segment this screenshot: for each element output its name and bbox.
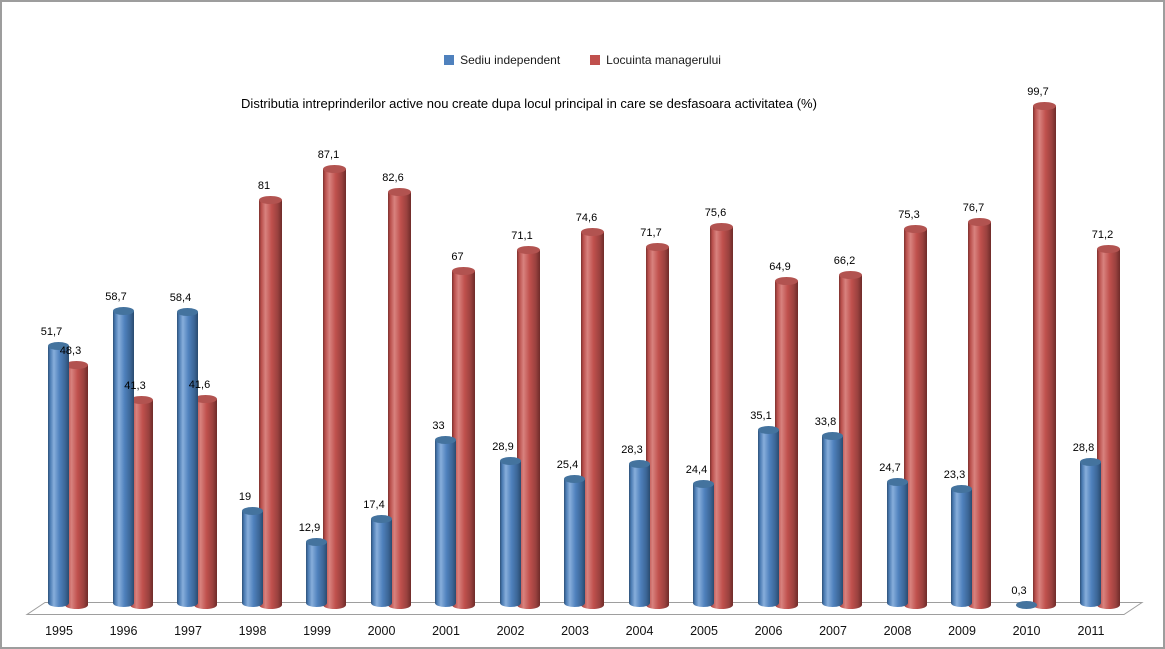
data-label-sediu-independent-2003: 25,4: [556, 458, 579, 471]
bar-sediu-independent-2001: [435, 436, 456, 607]
data-label-sediu-independent-2005: 24,4: [685, 463, 708, 476]
data-label-locuinta-managerului-2005: 75,6: [704, 207, 727, 220]
data-label-locuinta-managerului-1996: 41,3: [124, 380, 146, 393]
legend-swatch-sediu-independent: [444, 55, 455, 65]
x-axis-label-2009: 2009: [948, 624, 976, 638]
bar-locuinta-managerului-2001: [452, 266, 475, 609]
data-label-sediu-independent-1996: 58,7: [105, 290, 127, 303]
bar-locuinta-managerului-2005: [710, 223, 733, 609]
bar-sediu-independent-1995: [48, 341, 69, 607]
data-label-sediu-independent-2004: 28,3: [621, 444, 643, 457]
bar-locuinta-managerului-2011: [1097, 245, 1120, 609]
bar-locuinta-managerului-1997: [194, 394, 217, 609]
data-label-sediu-independent-1997: 58,4: [169, 292, 192, 305]
data-label-locuinta-managerului-1997: 41,6: [188, 378, 211, 391]
bar-sediu-independent-2004: [628, 460, 650, 607]
bar-locuinta-managerului-2007: [839, 270, 862, 609]
data-label-locuinta-managerului-2000: 82,6: [382, 171, 404, 184]
x-axis-label-1999: 1999: [303, 624, 331, 638]
data-label-locuinta-managerului-2009: 76,7: [962, 201, 985, 214]
bar-sediu-independent-2010: [1015, 602, 1037, 609]
x-axis-label-2004: 2004: [625, 624, 654, 638]
data-label-sediu-independent-2010: 0,3: [1011, 585, 1027, 598]
bar-locuinta-managerului-1996: [129, 396, 153, 609]
bar-sediu-independent-1996: [112, 306, 134, 607]
x-axis-label-2008: 2008: [883, 624, 912, 638]
bar-sediu-independent-2007: [822, 432, 843, 607]
data-label-locuinta-managerului-2001: 67: [451, 250, 464, 263]
data-label-locuinta-managerului-2007: 66,2: [833, 254, 856, 267]
bar-sediu-independent-2006: [757, 425, 779, 607]
bar-sediu-independent-2002: [499, 457, 521, 607]
bar-sediu-independent-1999: [306, 537, 327, 607]
data-label-sediu-independent-2006: 35,1: [750, 409, 772, 422]
x-axis-label-2005: 2005: [690, 624, 718, 638]
x-axis-label-2000: 2000: [367, 624, 396, 638]
bar-sediu-independent-1997: [177, 308, 198, 607]
x-axis-label-1997: 1997: [174, 624, 202, 638]
data-label-locuinta-managerului-2006: 64,9: [769, 261, 791, 274]
data-label-sediu-independent-1998: 19: [238, 491, 252, 504]
chart-title: Distributia intreprinderilor active nou …: [241, 96, 817, 111]
legend-item-locuinta-managerului: Locuinta managerului: [590, 53, 721, 67]
legend-label-sediu-independent: Sediu independent: [460, 53, 561, 67]
bar-sediu-independent-2011: [1080, 457, 1101, 607]
bar-sediu-independent-2009: [951, 485, 972, 607]
data-label-sediu-independent-1995: 51,7: [40, 325, 63, 338]
x-axis-label-2010: 2010: [1012, 624, 1041, 638]
data-label-sediu-independent-2008: 24,7: [879, 462, 901, 475]
bar-locuinta-managerului-2008: [903, 224, 927, 609]
bar-sediu-independent-2000: [370, 515, 392, 607]
legend-label-locuinta-managerului: Locuinta managerului: [606, 53, 721, 67]
data-label-locuinta-managerului-2008: 75,3: [898, 208, 920, 221]
data-label-sediu-independent-2009: 23,3: [943, 469, 966, 482]
x-axis-label-2003: 2003: [561, 624, 589, 638]
x-axis-label-2002: 2002: [496, 624, 525, 638]
bar-locuinta-managerului-1998: [258, 195, 282, 609]
bar-locuinta-managerului-2000: [387, 187, 411, 609]
bar-locuinta-managerului-2003: [581, 228, 604, 609]
x-axis-label-1995: 1995: [45, 624, 73, 638]
x-axis-label-1998: 1998: [238, 624, 267, 638]
bar-locuinta-managerului-2002: [516, 245, 540, 609]
x-axis-label-2007: 2007: [819, 624, 847, 638]
bar-locuinta-managerului-2009: [968, 217, 991, 609]
bar-locuinta-managerului-1999: [323, 165, 346, 609]
data-label-locuinta-managerului-2002: 71,1: [511, 229, 533, 242]
bar-locuinta-managerului-2004: [645, 242, 669, 609]
data-label-locuinta-managerului-1998: 81: [257, 179, 271, 192]
x-axis-label-2006: 2006: [754, 624, 783, 638]
bar-locuinta-managerului-1995: [65, 361, 88, 609]
x-axis-label-2001: 2001: [432, 624, 460, 638]
data-label-sediu-independent-2007: 33,8: [814, 416, 837, 429]
data-label-locuinta-managerului-2003: 74,6: [575, 212, 598, 225]
data-label-sediu-independent-2000: 17,4: [363, 499, 385, 512]
data-label-sediu-independent-1999: 12,9: [298, 521, 321, 534]
data-label-locuinta-managerului-2010: 99,7: [1027, 85, 1049, 98]
bar-sediu-independent-2003: [564, 474, 585, 607]
x-axis-label-2011: 2011: [1077, 624, 1105, 638]
data-label-locuinta-managerului-2011: 71,2: [1091, 229, 1114, 242]
data-label-sediu-independent-2001: 33: [432, 420, 445, 433]
legend: Sediu independent Locuinta managerului: [2, 53, 1163, 67]
bar-sediu-independent-2005: [693, 479, 714, 607]
bar-locuinta-managerului-2006: [774, 277, 798, 609]
bar-locuinta-managerului-2010: [1032, 101, 1056, 609]
data-label-sediu-independent-2002: 28,9: [492, 441, 514, 454]
data-label-locuinta-managerului-2004: 71,7: [640, 226, 662, 239]
data-label-locuinta-managerului-1995: 48,3: [59, 345, 82, 358]
bar-sediu-independent-2008: [886, 478, 908, 607]
x-axis-label-1996: 1996: [109, 624, 138, 638]
legend-swatch-locuinta-managerului: [590, 55, 601, 65]
legend-item-sediu-independent: Sediu independent: [444, 53, 560, 67]
bar-sediu-independent-1998: [241, 507, 263, 607]
data-label-sediu-independent-2011: 28,8: [1072, 441, 1095, 454]
data-label-locuinta-managerului-1999: 87,1: [317, 149, 340, 162]
